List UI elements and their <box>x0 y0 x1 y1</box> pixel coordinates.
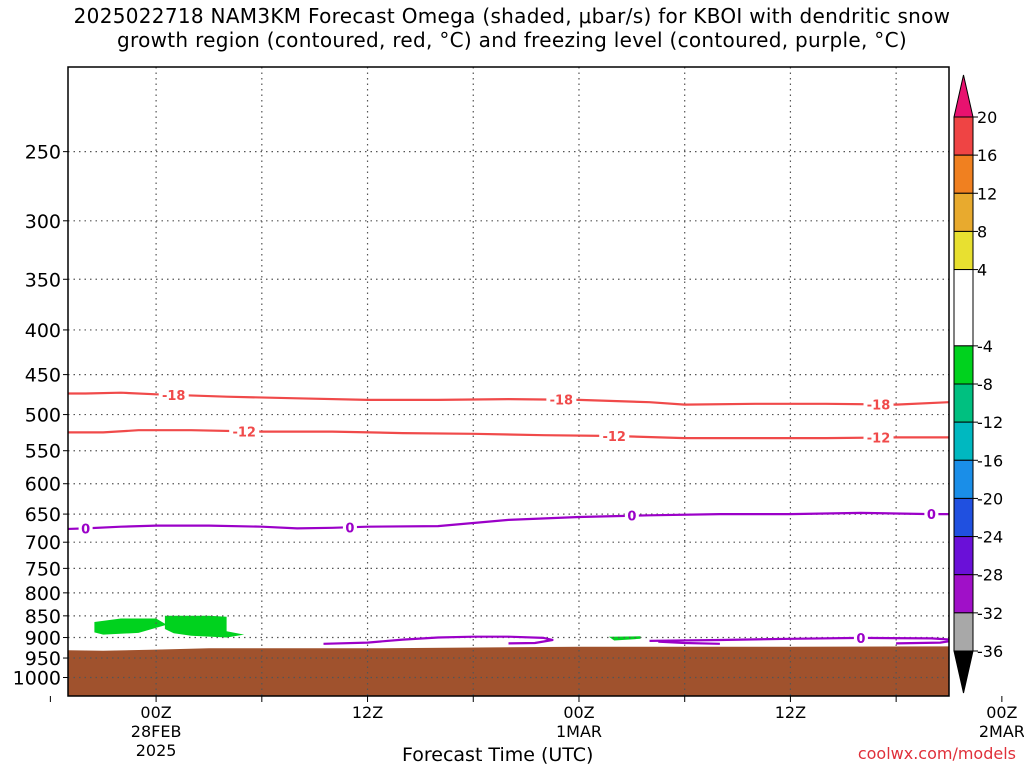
contour-line <box>68 391 949 406</box>
chart-title-line-2: growth region (contoured, red, °C) and f… <box>117 28 907 52</box>
x-axis-title: Forecast Time (UTC) <box>402 744 594 766</box>
colorbar-tick-label: -20 <box>977 489 1003 508</box>
contour-line <box>658 640 720 645</box>
x-tick-label: 12Z <box>352 703 383 722</box>
contour-label: 0 <box>927 508 936 523</box>
colorbar-segment <box>953 536 974 576</box>
colorbar-tick-label: 20 <box>977 108 997 127</box>
x-tick-date-label: 28FEB <box>131 722 182 741</box>
contour-label: -18 <box>867 398 891 413</box>
omega-shaded-area <box>608 636 641 641</box>
contour-label-bg <box>924 507 939 522</box>
colorbar-segment <box>953 383 974 423</box>
colorbar-tick-label: 4 <box>977 261 987 280</box>
colorbar-segment <box>953 345 974 385</box>
colorbar-segment <box>953 574 974 614</box>
contour-label: -18 <box>550 394 574 409</box>
contour-label-bg <box>624 508 639 523</box>
colorbar-segment <box>953 230 974 271</box>
x-tick-date-label: 2MAR <box>979 722 1024 741</box>
colorbar-tick-label: -8 <box>977 375 993 394</box>
contour-label-bg <box>599 428 630 443</box>
y-tick-label: 750 <box>25 558 61 580</box>
contour-label-bg <box>546 392 577 407</box>
colorbar-tick-label: -32 <box>977 604 1003 623</box>
colorbar-tick-label: 12 <box>977 184 997 203</box>
contour-label: -18 <box>162 389 186 404</box>
contour-label-bg <box>853 630 868 645</box>
contour-label: 0 <box>345 521 354 536</box>
y-tick-label: 400 <box>25 320 61 342</box>
y-tick-label: 950 <box>25 648 61 670</box>
y-tick-label: 1000 <box>13 667 61 689</box>
y-tick-label: 450 <box>25 365 61 387</box>
y-tick-label: 600 <box>25 474 61 496</box>
y-tick-label: 850 <box>25 606 61 628</box>
x-tick-label: 00Z <box>986 703 1017 722</box>
colorbar-segment <box>953 421 974 461</box>
plot-area: -18 -18 -18 -12 -12 -12 0 0 0 0 0 <box>68 67 1024 696</box>
colorbar: 20 16 12 8 4 -4 -8 -12 -16 -20 -24 -28 -32 -36 <box>953 74 1003 694</box>
contour-label: -12 <box>867 432 891 447</box>
y-tick-label: 500 <box>25 405 61 427</box>
colorbar-bottom-triangle <box>953 650 974 694</box>
contour-label-bg <box>229 424 260 439</box>
contour-line <box>993 637 1024 639</box>
y-tick-label: 350 <box>25 269 61 291</box>
x-tick-year-label: 2025 <box>136 741 177 760</box>
contour-line <box>649 636 949 645</box>
y-tick-label: 300 <box>25 211 61 233</box>
contour-label: 0 <box>81 522 90 537</box>
colorbar-segment <box>953 459 974 499</box>
colorbar-segment <box>953 269 974 347</box>
omega-shaded-area <box>164 615 245 638</box>
contour-label-bg <box>863 397 894 412</box>
contour-label-bg <box>342 520 357 535</box>
y-tick-label: 550 <box>25 441 61 463</box>
colorbar-tick-label: -12 <box>977 413 1003 432</box>
contour-label-bg <box>78 521 93 536</box>
contour-line <box>68 511 949 531</box>
colorbar-tick-label: -4 <box>977 337 993 356</box>
colorbar-segment <box>953 612 974 652</box>
colorbar-segment <box>953 154 974 194</box>
colorbar-tick-label: 16 <box>977 146 997 165</box>
y-tick-label: 650 <box>25 504 61 526</box>
colorbar-segment <box>953 497 974 538</box>
chart-title-line-1: 2025022718 NAM3KM Forecast Omega (shaded… <box>73 4 951 28</box>
y-tick-label: 700 <box>25 532 61 554</box>
colorbar-tick-label: -36 <box>977 642 1003 661</box>
colorbar-tick-label: -28 <box>977 566 1003 585</box>
colorbar-tick-label: 8 <box>977 222 987 241</box>
x-tick-label: 00Z <box>140 703 171 722</box>
y-tick-label: 250 <box>25 142 61 164</box>
contour-line <box>68 429 949 440</box>
contour-label: -12 <box>602 430 626 445</box>
colorbar-segment <box>953 192 974 232</box>
plot-frame <box>67 66 950 697</box>
contour-line <box>323 635 554 645</box>
colorbar-tick-label: -24 <box>977 528 1003 547</box>
contour-label: -12 <box>232 425 256 440</box>
contour-label-bg <box>863 430 894 445</box>
contour-label: 0 <box>627 510 636 525</box>
colorbar-segment <box>953 116 974 156</box>
colorbar-tick-label: -16 <box>977 451 1003 470</box>
contour-label: 0 <box>856 632 865 647</box>
contour-label-bg <box>158 387 189 402</box>
terrain-fill <box>68 646 949 696</box>
y-tick-label: 900 <box>25 628 61 650</box>
colorbar-top-triangle <box>953 74 974 118</box>
y-tick-label: 800 <box>25 583 61 605</box>
omega-shaded-area <box>94 618 167 635</box>
x-tick-date-label: 1MAR <box>556 722 602 741</box>
x-tick-label: 12Z <box>775 703 806 722</box>
x-tick-label: 00Z <box>563 703 594 722</box>
watermark: coolwx.com/models <box>857 744 1016 763</box>
